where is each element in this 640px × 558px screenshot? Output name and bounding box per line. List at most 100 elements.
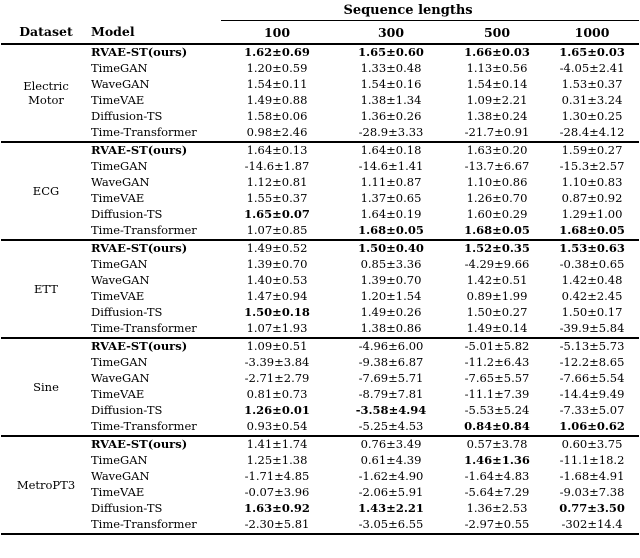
value-cell: -1.62±4.90 (358, 469, 424, 484)
table-row: WaveGAN 1.12±0.81 1.11±0.87 1.10±0.86 1.10±0… (1, 175, 639, 191)
value-cell: 1.36±0.26 (360, 109, 422, 124)
value-cell: 0.81±0.73 (246, 387, 308, 402)
table-row: Sine RVAE-ST(ours) 1.09±0.51 -4.96±6.00 -5.0… (1, 337, 640, 436)
value-cell: 1.20±0.59 (246, 61, 308, 76)
value-cell: 1.60±0.29 (466, 207, 528, 222)
table-row: Diffusion-TS 1.63±0.92 1.43±2.21 1.36±2.53 0… (1, 501, 639, 517)
column-header-row: Dataset Model 100 300 500 1000 (1, 20, 640, 45)
value-cell: -12.2±8.65 (559, 355, 625, 370)
value-cell: 1.46±1.36 (464, 453, 530, 468)
dataset-label: ECG (32, 183, 60, 198)
model-name: Time-Transformer (91, 419, 197, 434)
value-cell: 1.10±0.83 (561, 175, 623, 190)
value-cell: -21.7±0.91 (464, 125, 530, 140)
table-row: Time-Transformer -2.30±5.81 -3.05±6.55 -2.9… (1, 517, 639, 534)
model-name: TimeGAN (91, 257, 148, 272)
value-cell: -15.3±2.57 (559, 159, 625, 174)
value-cell: -13.7±6.67 (464, 159, 530, 174)
header-spacer (1, 1, 221, 21)
table-row: Diffusion-TS 1.50±0.18 1.49±0.26 1.50±0.27 1… (1, 305, 639, 321)
table-row: TimeVAE 0.81±0.73 -8.79±7.81 -11.1±7.39 -14.… (1, 387, 639, 403)
value-cell: -9.38±6.87 (358, 355, 424, 370)
model-name: TimeGAN (91, 453, 148, 468)
value-cell: 1.54±0.16 (360, 77, 422, 92)
value-cell: 1.63±0.92 (244, 501, 310, 516)
value-cell: 1.41±1.74 (221, 435, 333, 453)
value-cell: 0.76±3.49 (333, 435, 449, 453)
value-cell: -2.97±0.55 (464, 517, 530, 532)
value-cell: 1.65±0.07 (244, 207, 310, 222)
model-name: TimeVAE (91, 191, 145, 206)
value-cell: 1.50±0.18 (244, 305, 310, 320)
value-cell: 1.64±0.13 (221, 141, 333, 159)
model-name: WaveGAN (91, 469, 150, 484)
value-cell: 0.57±3.78 (449, 435, 545, 453)
value-cell: 1.59±0.27 (545, 141, 640, 159)
value-cell: 1.38±0.86 (360, 321, 422, 336)
table-row: TimeVAE 1.49±0.88 1.38±1.34 1.09±2.21 0.31±3… (1, 93, 639, 109)
model-name: Time-Transformer (91, 321, 197, 336)
model-name: TimeGAN (91, 61, 148, 76)
value-cell: 1.49±0.52 (221, 239, 333, 257)
table-row: ECG RVAE-ST(ours) 1.64±0.13 1.64±0.18 1.63±0… (1, 141, 640, 240)
value-cell: 1.39±0.70 (360, 273, 422, 288)
seqlen-300-header: 300 (333, 20, 449, 45)
value-cell: -9.03±7.38 (559, 485, 625, 500)
value-cell: -11.1±18.2 (559, 453, 625, 468)
value-cell: 1.53±0.37 (561, 77, 623, 92)
value-cell: 1.10±0.86 (466, 175, 528, 190)
value-cell: 0.87±0.92 (561, 191, 623, 206)
model-name: Diffusion-TS (91, 501, 163, 516)
value-cell: 0.98±2.46 (246, 125, 308, 140)
value-cell: 1.20±1.54 (360, 289, 422, 304)
model-name: Diffusion-TS (91, 305, 163, 320)
value-cell: -7.65±5.57 (464, 371, 530, 386)
model-name: RVAE-ST(ours) (91, 141, 221, 159)
model-column-header: Model (91, 20, 221, 45)
model-name: RVAE-ST(ours) (91, 337, 221, 355)
model-name: WaveGAN (91, 273, 150, 288)
value-cell: -11.1±7.39 (464, 387, 530, 402)
dataset-cell: ETT (1, 239, 91, 338)
table-row: Diffusion-TS 1.65±0.07 1.64±0.19 1.60±0.29 1… (1, 207, 639, 223)
table-row: Time-Transformer 1.07±1.93 1.38±0.86 1.49±0… (1, 321, 639, 338)
value-cell: 0.89±1.99 (466, 289, 528, 304)
model-name: Time-Transformer (91, 517, 197, 532)
table-row: TimeVAE 1.55±0.37 1.37±0.65 1.26±0.70 0.87±0… (1, 191, 639, 207)
value-cell: 1.53±0.63 (545, 239, 640, 257)
table-row: TimeGAN 1.39±0.70 0.85±3.36 -4.29±9.66 -0.38… (1, 257, 639, 273)
dataset-label: MetroPT3 (16, 477, 76, 492)
value-cell: 1.07±0.85 (246, 223, 308, 238)
value-cell: 1.68±0.05 (559, 223, 625, 238)
dataset-label: ETT (34, 281, 58, 296)
value-cell: 1.06±0.62 (559, 419, 625, 434)
value-cell: -5.13±5.73 (545, 337, 640, 355)
value-cell: 1.50±0.17 (561, 305, 623, 320)
table-row: MetroPT3 RVAE-ST(ours) 1.41±1.74 0.76±3.49 0… (1, 435, 640, 534)
model-name: TimeVAE (91, 289, 145, 304)
model-name: Time-Transformer (91, 125, 197, 140)
results-table: Sequence lengths Dataset Model 100 300 5… (1, 1, 640, 535)
value-cell: 1.12±0.81 (246, 175, 308, 190)
value-cell: -5.25±4.53 (358, 419, 424, 434)
value-cell: 0.61±4.39 (360, 453, 422, 468)
value-cell: -2.06±5.91 (358, 485, 424, 500)
value-cell: 1.40±0.53 (246, 273, 308, 288)
table-row: TimeVAE 1.47±0.94 1.20±1.54 0.89±1.99 0.42±2… (1, 289, 639, 305)
model-name: TimeVAE (91, 93, 145, 108)
value-cell: -3.58±4.94 (355, 403, 427, 418)
dataset-cell: Electric Motor (1, 43, 91, 142)
model-name: TimeGAN (91, 159, 148, 174)
dataset-label: Sine (33, 379, 59, 394)
sequence-lengths-span-row: Sequence lengths (1, 1, 640, 21)
value-cell: 1.43±2.21 (358, 501, 424, 516)
value-cell: 1.30±0.25 (561, 109, 623, 124)
value-cell: -7.69±5.71 (358, 371, 424, 386)
value-cell: 1.66±0.03 (449, 43, 545, 61)
model-name: Diffusion-TS (91, 403, 163, 418)
value-cell: 0.85±3.36 (360, 257, 422, 272)
table-row: TimeVAE -0.07±3.96 -2.06±5.91 -5.64±7.29 -9.… (1, 485, 639, 501)
value-cell: 1.33±0.48 (360, 61, 422, 76)
table-row: WaveGAN 1.40±0.53 1.39±0.70 1.42±0.51 1.42±0… (1, 273, 639, 289)
value-cell: 1.09±2.21 (466, 93, 528, 108)
